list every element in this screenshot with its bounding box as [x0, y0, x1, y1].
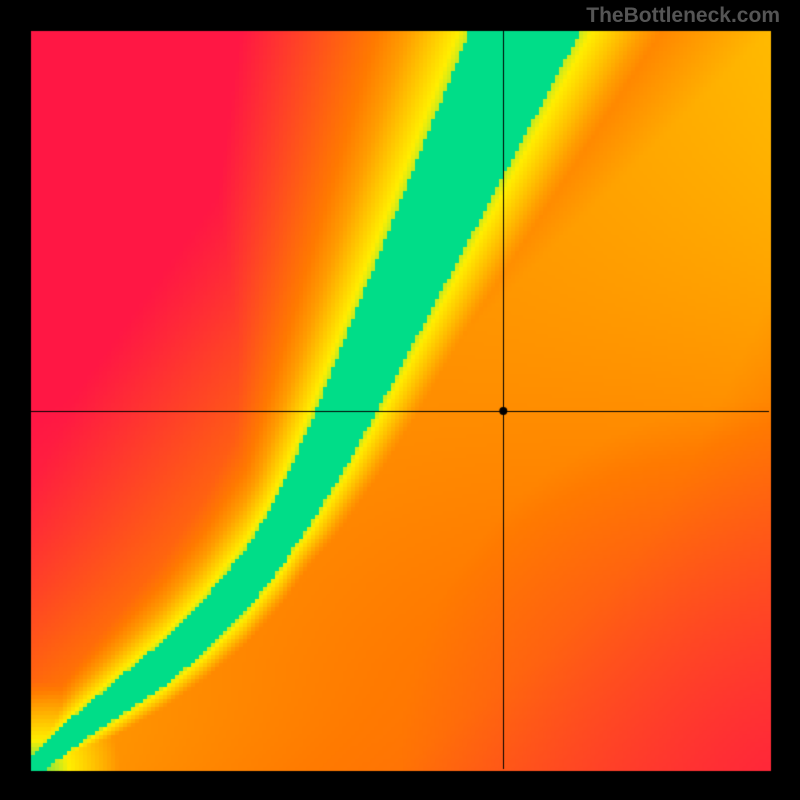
bottleneck-heatmap — [0, 0, 800, 800]
watermark-text: TheBottleneck.com — [586, 4, 780, 28]
